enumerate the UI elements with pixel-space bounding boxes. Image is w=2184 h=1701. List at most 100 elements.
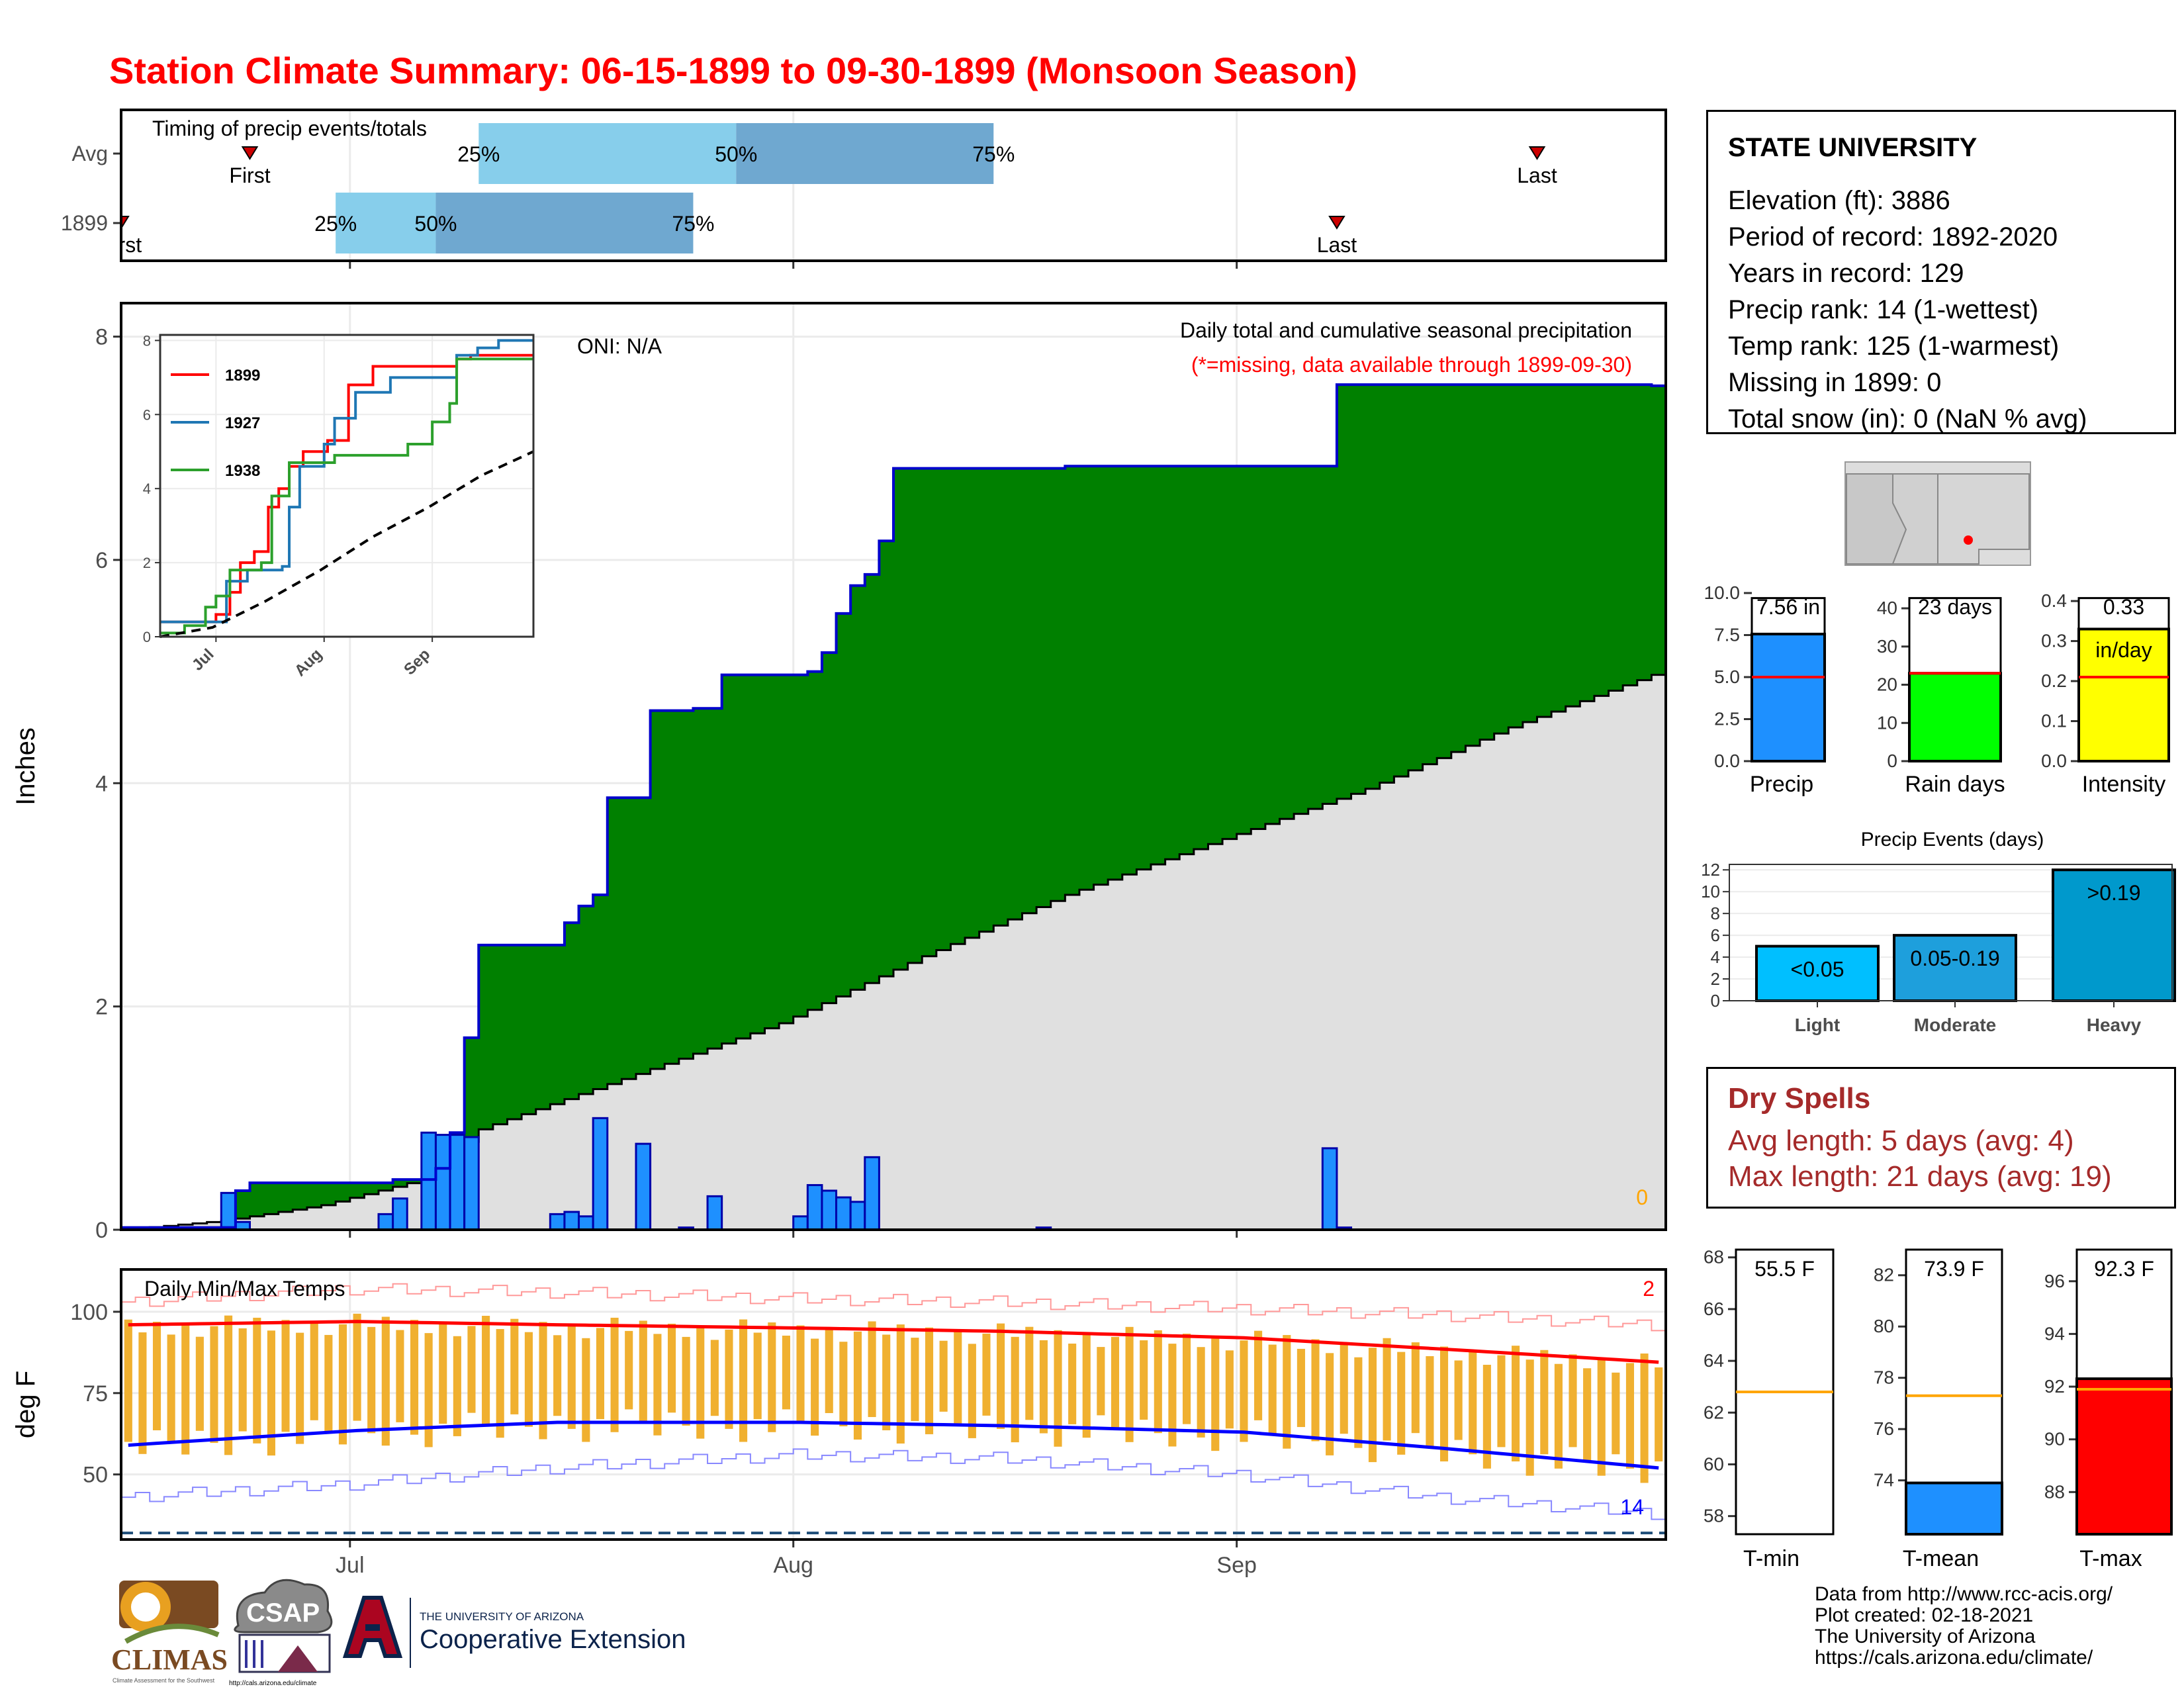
precip-ylabel: Inches bbox=[11, 727, 40, 805]
record-high-line bbox=[121, 1284, 1666, 1331]
cumulative-fill-day-07-29 bbox=[751, 675, 765, 1034]
inset-ytick-label-2: 2 bbox=[143, 555, 151, 571]
events-border bbox=[1729, 864, 2172, 1001]
summary-2-tick-label-4: 0.4 bbox=[2041, 590, 2067, 611]
cumulative-fill-day-08-11 bbox=[936, 469, 951, 950]
temp-bar-09-03 bbox=[1269, 1345, 1277, 1435]
daily-precip-bar-09-09 bbox=[1337, 1228, 1351, 1230]
temp-bar-09-09 bbox=[1354, 1357, 1362, 1448]
cumulative-fill-day-09-20 bbox=[1508, 385, 1523, 727]
events-title: Precip Events (days) bbox=[1861, 829, 2044, 850]
temp-bar-08-13 bbox=[968, 1344, 976, 1438]
station-years: Years in record: 129 bbox=[1728, 259, 1964, 289]
tsum-1-frame bbox=[1906, 1250, 2002, 1534]
cumulative-fill-day-09-21 bbox=[1523, 385, 1537, 722]
cumulative-fill-day-09-03 bbox=[1265, 466, 1280, 824]
daily-precip-bar-08-02 bbox=[794, 1217, 808, 1230]
cumulative-fill-day-09-23 bbox=[1551, 385, 1566, 712]
temp-bar-07-26 bbox=[711, 1340, 719, 1416]
cumulative-fill-day-09-06 bbox=[1308, 466, 1323, 809]
cumulative-fill-day-08-28 bbox=[1179, 466, 1194, 854]
tsum-2-name: T-max bbox=[2079, 1546, 2142, 1571]
temp-bar-07-19 bbox=[611, 1318, 619, 1432]
cumulative-fill-day-07-05 bbox=[407, 1179, 422, 1183]
cumulative-fill-day-07-26 bbox=[707, 708, 722, 1048]
station-period: Period of record: 1892-2020 bbox=[1728, 222, 2058, 252]
temp-bar-09-30 bbox=[1655, 1367, 1662, 1461]
csap-logo: CSAP http://cals.arizona.edu/climate bbox=[229, 1580, 332, 1687]
quartile-bar-dark-0 bbox=[736, 123, 993, 184]
temp-bar-07-09 bbox=[467, 1326, 475, 1412]
summary-0-tick-label-2: 5.0 bbox=[1714, 667, 1740, 687]
cumulative-fill-day-08-20 bbox=[1065, 466, 1079, 895]
cumulative-fill-day-09-26 bbox=[1594, 385, 1609, 696]
temp-bar-07-11 bbox=[496, 1329, 504, 1438]
temp-bar-06-22 bbox=[224, 1316, 232, 1455]
station-elevation: Elevation (ft): 3886 bbox=[1728, 186, 1950, 216]
tsum-1-bar bbox=[1906, 1483, 2002, 1534]
temp-bar-06-18 bbox=[167, 1334, 175, 1442]
temp-bar-07-05 bbox=[410, 1320, 418, 1435]
tsum-1-tick-label-2: 78 bbox=[1874, 1367, 1894, 1388]
timing-last-label-1: Last bbox=[1317, 233, 1357, 257]
cumulative-fill-day-07-04 bbox=[393, 1179, 408, 1187]
inset-line-average bbox=[160, 451, 533, 637]
events-tick-label-4: 4 bbox=[1711, 947, 1720, 967]
daily-precip-bar-07-05 bbox=[393, 1199, 408, 1230]
tsum-0-tick-label-5: 68 bbox=[1704, 1247, 1724, 1267]
temp-background bbox=[121, 1269, 1666, 1540]
cumulative-fill-day-07-03 bbox=[379, 1183, 393, 1191]
precip-ytick-label-4: 4 bbox=[95, 771, 108, 796]
temp-bar-07-28 bbox=[739, 1320, 747, 1442]
events-category-moderate: Moderate bbox=[1914, 1015, 1996, 1035]
temp-bar-06-16 bbox=[138, 1332, 146, 1454]
csap-url: http://cals.arizona.edu/climate bbox=[229, 1680, 317, 1687]
tsum-0-tick-label-3: 64 bbox=[1704, 1350, 1724, 1371]
summary-2-name: Intensity bbox=[2082, 772, 2166, 797]
summary-0-tick-label-1: 2.5 bbox=[1714, 709, 1740, 729]
tsum-2-frame bbox=[2077, 1250, 2171, 1534]
temp-ylabel: deg F bbox=[11, 1371, 40, 1438]
events-tick-label-0: 0 bbox=[1711, 991, 1720, 1011]
cumulative-fill-day-07-08 bbox=[450, 1132, 465, 1154]
cumulative-fill-day-07-13 bbox=[522, 945, 536, 1115]
temp-bar-06-25 bbox=[267, 1330, 275, 1455]
temp-bar-08-26 bbox=[1154, 1330, 1162, 1433]
temp-bar-08-15 bbox=[997, 1324, 1005, 1429]
temp-bar-07-23 bbox=[668, 1324, 676, 1412]
daily-precip-bar-08-03 bbox=[807, 1185, 822, 1230]
cumulative-fill-day-07-25 bbox=[693, 708, 707, 1054]
tsum-0-tick-label-0: 58 bbox=[1704, 1506, 1724, 1526]
cumulative-fill-day-07-20 bbox=[621, 798, 636, 1079]
cumulative-fill-day-06-28 bbox=[307, 1183, 322, 1207]
temp-bar-09-02 bbox=[1254, 1331, 1262, 1420]
cumulative-fill-day-07-30 bbox=[765, 675, 780, 1029]
temp-bar-06-28 bbox=[310, 1322, 318, 1420]
temp-bar-08-27 bbox=[1168, 1344, 1176, 1446]
tsum-2-tick-label-2: 92 bbox=[2044, 1376, 2065, 1397]
cumulative-fill-day-09-02 bbox=[1251, 466, 1265, 829]
summary-1-tick-label-4: 40 bbox=[1877, 598, 1897, 618]
temp-bar-08-11 bbox=[940, 1341, 948, 1412]
inset-xtick-label-0: Jul bbox=[189, 645, 218, 674]
inset-ytick-label-4: 4 bbox=[143, 481, 151, 497]
daily-precip-bar-08-05 bbox=[837, 1197, 851, 1230]
temp-bar-08-07 bbox=[882, 1334, 890, 1430]
state-map-west bbox=[1846, 474, 1906, 564]
temp-bar-06-27 bbox=[296, 1333, 304, 1444]
tsum-2-tick-label-1: 90 bbox=[2044, 1429, 2065, 1449]
quartile-bar-dark-1 bbox=[435, 193, 693, 253]
tsum-0-tick-label-2: 62 bbox=[1704, 1402, 1724, 1422]
cumulative-fill-day-09-15 bbox=[1437, 385, 1451, 758]
temp-bar-09-25 bbox=[1583, 1368, 1591, 1461]
credit-data-source: Data from http://www.rcc-acis.org/ bbox=[1815, 1583, 2113, 1606]
avg-min-line bbox=[128, 1422, 1659, 1468]
temp-bar-09-23 bbox=[1555, 1364, 1563, 1469]
temp-bar-08-03 bbox=[825, 1328, 833, 1413]
cumulative-fill-day-08-23 bbox=[1108, 466, 1122, 880]
tsum-0-tick-label-4: 66 bbox=[1704, 1299, 1724, 1319]
temp-bar-06-30 bbox=[339, 1324, 347, 1444]
daily-precip-bar-07-16 bbox=[550, 1214, 565, 1230]
summary-1-tick-label-2: 20 bbox=[1877, 674, 1897, 695]
cumulative-fill-day-08-16 bbox=[1008, 469, 1023, 919]
